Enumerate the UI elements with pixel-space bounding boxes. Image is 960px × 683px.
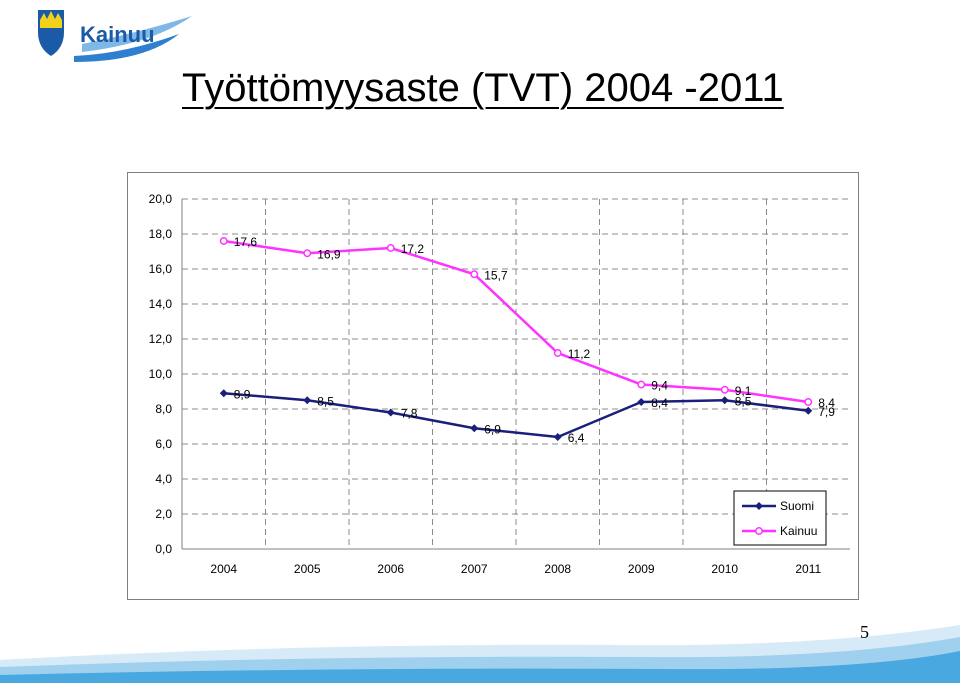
x-tick-label: 2007 — [461, 562, 488, 576]
logo-swoosh-icon — [82, 16, 192, 52]
x-tick-label: 2011 — [795, 562, 821, 576]
data-label: 8,5 — [317, 394, 334, 408]
data-point — [637, 380, 646, 389]
chart-canvas: 0,0 2,0 4,0 6,0 8,0 10,0 12,0 14,0 16,0 18,0 20,0 2… — [149, 192, 850, 576]
data-label: 8,5 — [735, 394, 752, 408]
data-point — [303, 249, 312, 258]
x-tick-label: 2005 — [294, 562, 321, 576]
x-tick-label: 2004 — [210, 562, 237, 576]
data-label: 17,6 — [234, 235, 258, 249]
y-tick-label: 2,0 — [155, 507, 172, 521]
y-tick-label: 10,0 — [149, 367, 173, 381]
x-tick-label: 2010 — [711, 562, 738, 576]
series-line-suomi — [223, 392, 809, 439]
data-label: 17,2 — [401, 242, 425, 256]
data-label: 11,2 — [568, 347, 591, 361]
y-tick-label: 18,0 — [149, 227, 173, 241]
y-tick-label: 6,0 — [155, 437, 172, 451]
data-label: 15,7 — [484, 268, 508, 282]
y-tick-label: 4,0 — [155, 472, 172, 486]
data-point — [553, 433, 562, 441]
data-point — [720, 385, 729, 394]
data-point — [386, 244, 395, 252]
logo-swoosh-lower-icon — [74, 34, 179, 62]
y-tick-label: 16,0 — [149, 262, 173, 276]
y-tick-label: 14,0 — [149, 297, 173, 311]
data-point — [804, 406, 813, 415]
data-point — [553, 349, 562, 357]
data-label: 7,8 — [401, 407, 418, 421]
legend-marker — [755, 527, 763, 535]
series-line-kainuu — [223, 239, 809, 404]
data-point — [219, 237, 228, 245]
data-point — [804, 398, 813, 406]
y-tick-label: 0,0 — [155, 542, 172, 556]
data-point — [720, 396, 729, 405]
data-point — [470, 270, 479, 279]
logo-text: Kainuu — [80, 22, 155, 47]
legend-box — [733, 490, 827, 546]
data-label: 9,4 — [651, 379, 668, 393]
coat-of-arms-crown-icon — [40, 11, 62, 28]
data-label: 16,9 — [317, 247, 341, 261]
page-number: 5 — [860, 622, 869, 642]
legend-marker — [755, 502, 763, 510]
x-tick-label: 2006 — [377, 562, 404, 576]
kainuu-logo: Kainuu — [38, 10, 192, 62]
data-point — [303, 396, 312, 405]
data-label: 6,9 — [484, 422, 501, 436]
legend-label: Suomi — [780, 499, 814, 513]
footer-wave-decoration — [0, 625, 960, 683]
data-label: 7,9 — [818, 405, 835, 419]
x-tick-label: 2008 — [544, 562, 571, 576]
data-label: 8,4 — [818, 396, 835, 410]
y-tick-label: 12,0 — [149, 332, 173, 346]
unemployment-chart: 0,0 2,0 4,0 6,0 8,0 10,0 12,0 14,0 16,0 18,0 20,0 2… — [127, 172, 859, 600]
data-point — [470, 424, 479, 433]
data-label: 6,4 — [568, 431, 585, 445]
legend-label: Kainuu — [780, 524, 817, 538]
data-label: 9,1 — [735, 384, 752, 398]
data-label: 8,4 — [651, 396, 668, 410]
y-tick-label: 20,0 — [149, 192, 173, 206]
slide-title: Työttömyysaste (TVT) 2004 -2011 — [182, 66, 784, 110]
x-tick-label: 2009 — [628, 562, 655, 576]
data-point — [637, 398, 646, 406]
data-point — [386, 408, 395, 417]
data-label: 8,9 — [234, 387, 251, 401]
data-point — [219, 389, 228, 398]
y-tick-label: 8,0 — [155, 402, 172, 416]
